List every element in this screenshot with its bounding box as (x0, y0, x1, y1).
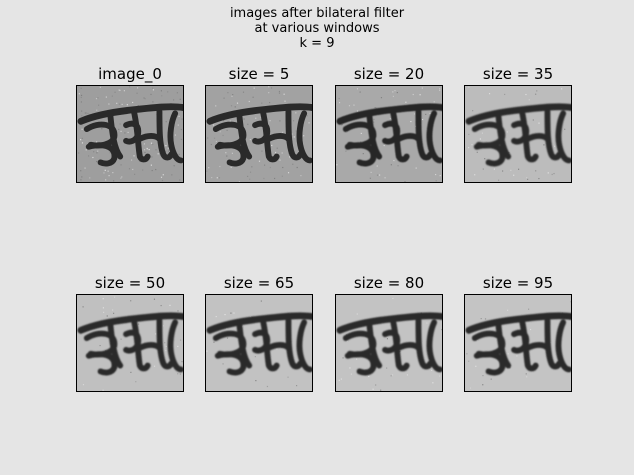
figure-title: images after bilateral filter at various… (0, 6, 634, 51)
panel-title-0: image_0 (98, 65, 162, 83)
handwritten-glyph (77, 103, 183, 167)
handwritten-glyph (206, 103, 312, 167)
handwritten-glyph (336, 312, 442, 376)
figure-title-line-1: images after bilateral filter (229, 6, 405, 21)
figure-title-line-2: at various windows (254, 21, 380, 36)
noise-texture (336, 87, 441, 182)
panel-title-7: size = 95 (482, 274, 554, 292)
handwritten-glyph (336, 103, 442, 167)
panel-background (465, 86, 571, 182)
handwritten-glyph (206, 312, 312, 376)
panel-image (336, 295, 442, 391)
panel-image (77, 295, 183, 391)
panel-image (465, 295, 571, 391)
panel-background (206, 86, 312, 182)
panel-title-3: size = 35 (482, 65, 554, 83)
panel-background (465, 295, 571, 391)
panel-title-1: size = 5 (228, 65, 290, 83)
panel-background (206, 295, 312, 391)
handwritten-glyph (465, 103, 571, 167)
panel-image (465, 86, 571, 182)
image-panel-6 (335, 294, 443, 392)
panel-title-5: size = 65 (223, 274, 295, 292)
panel-image (206, 295, 312, 391)
panel-image (206, 86, 312, 182)
image-panel-4 (76, 294, 184, 392)
panel-background (77, 86, 183, 182)
figure-title-line-3: k = 9 (299, 36, 335, 51)
panel-title-2: size = 20 (353, 65, 425, 83)
image-panel-1 (205, 85, 313, 183)
panel-background (336, 295, 442, 391)
handwritten-glyph (465, 312, 571, 376)
image-panel-2 (335, 85, 443, 183)
panel-image (336, 86, 442, 182)
panel-background (77, 295, 183, 391)
image-panel-5 (205, 294, 313, 392)
panel-title-4: size = 50 (94, 274, 166, 292)
panel-title-6: size = 80 (353, 274, 425, 292)
image-panel-7 (464, 294, 572, 392)
image-panel-0 (76, 85, 184, 183)
image-panel-3 (464, 85, 572, 183)
handwritten-glyph (77, 312, 183, 376)
panel-background (336, 86, 442, 182)
panel-image (77, 86, 183, 182)
